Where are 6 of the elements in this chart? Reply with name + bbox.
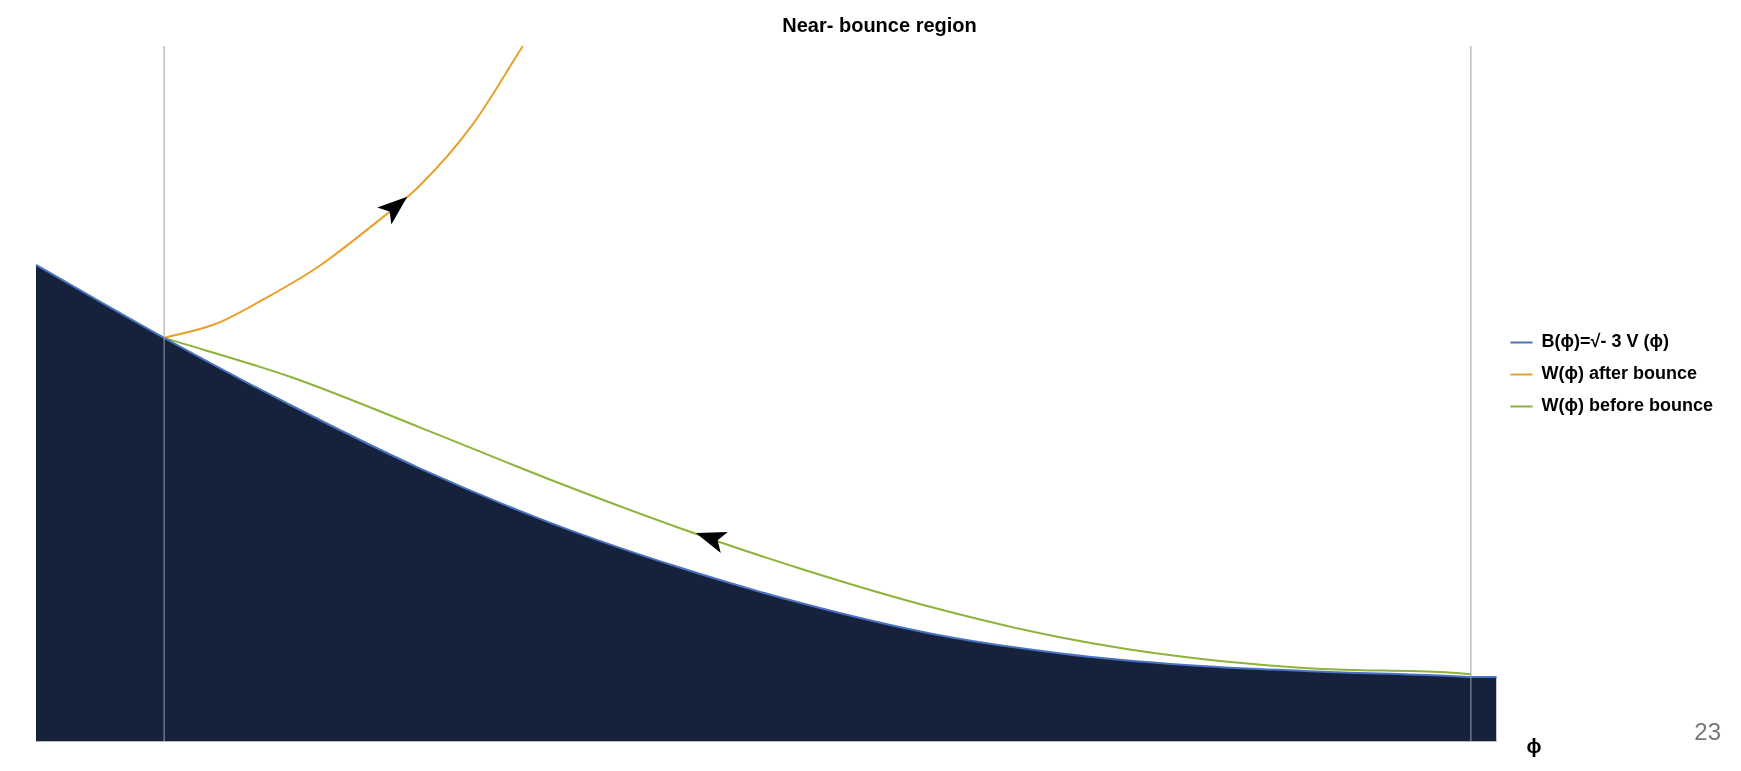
legend-label: W(ϕ) before bounce: [1541, 395, 1713, 416]
legend-label: B(ϕ)=√- 3 V (ϕ): [1541, 331, 1669, 352]
x-axis-title: ϕ: [1526, 734, 1542, 757]
chart-title: Near- bounce region: [782, 13, 977, 36]
text: 23: [1694, 717, 1721, 745]
legend-label: W(ϕ) after bounce: [1541, 363, 1698, 384]
